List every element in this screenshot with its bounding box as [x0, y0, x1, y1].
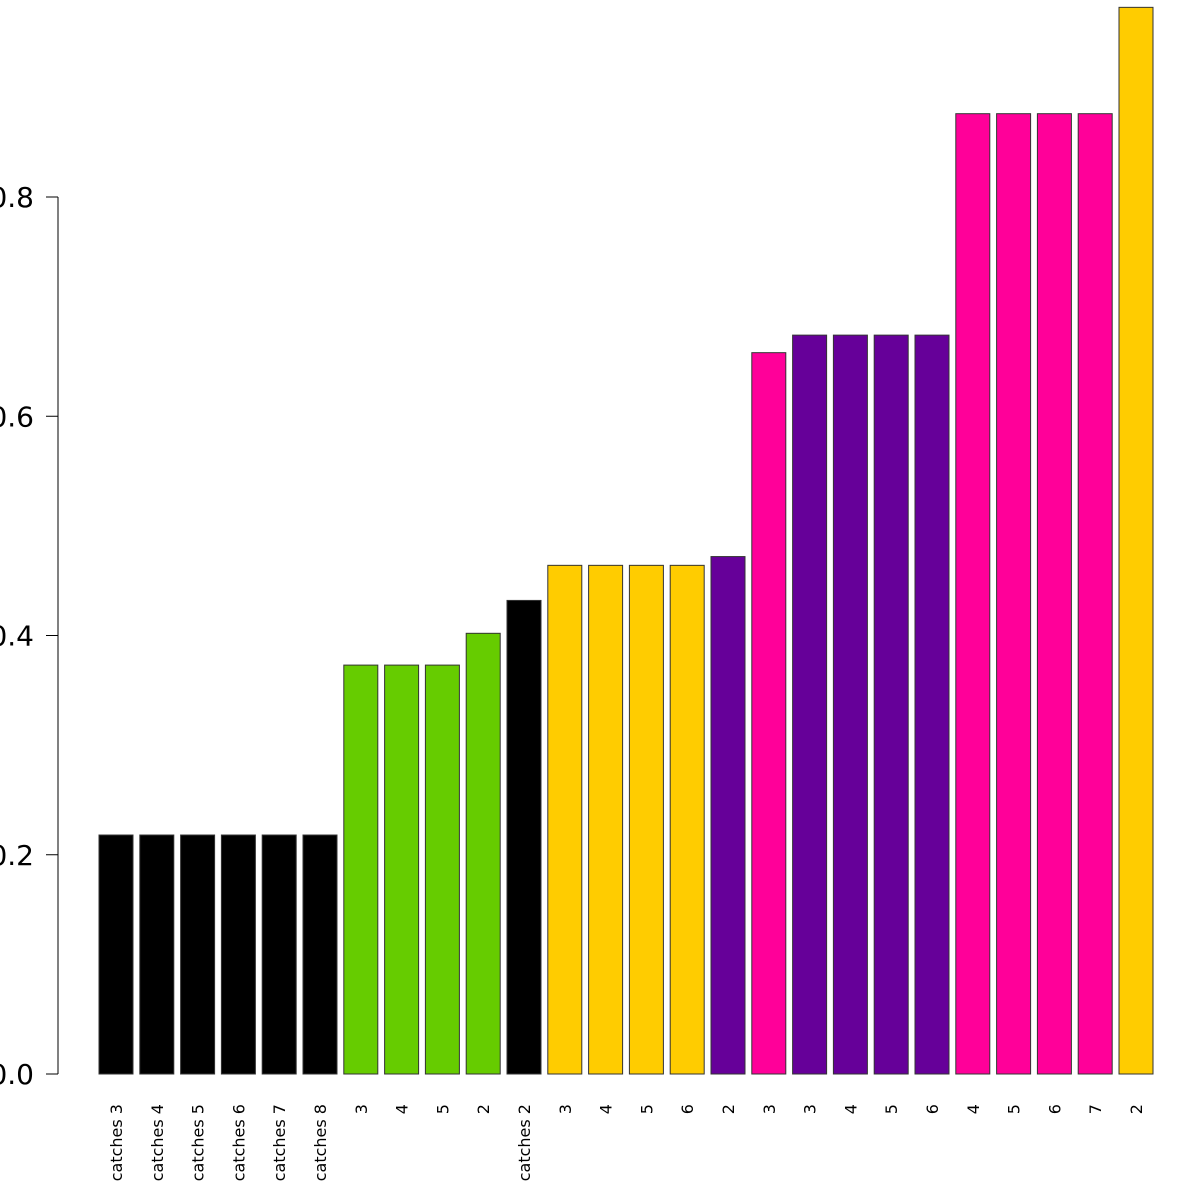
bar [424, 664, 460, 1075]
x-tick-label: catches 7 [270, 1104, 289, 1181]
bar [1118, 6, 1154, 1075]
x-tick-label: 2 [719, 1104, 738, 1114]
x-tick-label: 6 [678, 1104, 697, 1114]
y-tick-label: 0.4 [0, 620, 34, 653]
bar [669, 564, 705, 1075]
bar [588, 564, 624, 1075]
x-tick-label: 3 [760, 1104, 779, 1114]
bar [710, 556, 746, 1075]
x-tick-label: 5 [882, 1104, 901, 1114]
bar [873, 334, 909, 1075]
x-axis-labels: catches 3 catches 4 catches 5 catches 6 catc… [107, 1104, 1146, 1181]
x-tick-label: 6 [1045, 1104, 1064, 1114]
bar [628, 564, 664, 1075]
bar [98, 834, 134, 1075]
x-tick-label: 4 [964, 1104, 983, 1114]
x-tick-label: catches 5 [189, 1104, 208, 1181]
x-tick-label: catches 6 [229, 1104, 248, 1181]
bar [547, 564, 583, 1075]
x-tick-label: 5 [637, 1104, 656, 1114]
bar [139, 834, 175, 1075]
bar [914, 334, 950, 1075]
x-tick-label: 3 [352, 1104, 371, 1114]
y-tick-label: 0.2 [0, 839, 34, 872]
bar [792, 334, 828, 1075]
bars [98, 6, 1154, 1075]
x-tick-label: catches 8 [311, 1104, 330, 1181]
bar [1036, 113, 1072, 1075]
bar [996, 113, 1032, 1075]
x-tick-label: catches 2 [515, 1104, 534, 1181]
bar [955, 113, 991, 1075]
x-tick-label: 2 [474, 1104, 493, 1114]
x-tick-label: 5 [433, 1104, 452, 1114]
bar [384, 664, 420, 1075]
bar [220, 834, 256, 1075]
bar [261, 834, 297, 1075]
x-tick-label: 4 [597, 1104, 616, 1114]
bar [751, 352, 787, 1075]
x-tick-label: 3 [801, 1104, 820, 1114]
bar [1077, 113, 1113, 1075]
bar [343, 664, 379, 1075]
y-tick-label: 0.0 [0, 1058, 34, 1091]
x-tick-label: 3 [556, 1104, 575, 1114]
bar [465, 632, 501, 1075]
x-tick-label: 2 [1127, 1104, 1146, 1114]
y-axis: 0.0 0.2 0.4 0.6 0.8 [0, 181, 59, 1091]
x-tick-label: 4 [393, 1104, 412, 1114]
x-tick-label: catches 4 [148, 1104, 167, 1181]
y-tick-label: 0.8 [0, 181, 34, 214]
x-tick-label: 7 [1086, 1104, 1105, 1114]
x-tick-label: 5 [1005, 1104, 1024, 1114]
x-tick-label: 6 [923, 1104, 942, 1114]
x-tick-label: catches 3 [107, 1104, 126, 1181]
bar [832, 334, 868, 1075]
bar [180, 834, 216, 1075]
x-tick-label: 4 [841, 1104, 860, 1114]
bar [302, 834, 338, 1075]
bar [506, 599, 542, 1075]
y-tick-label: 0.6 [0, 400, 34, 433]
